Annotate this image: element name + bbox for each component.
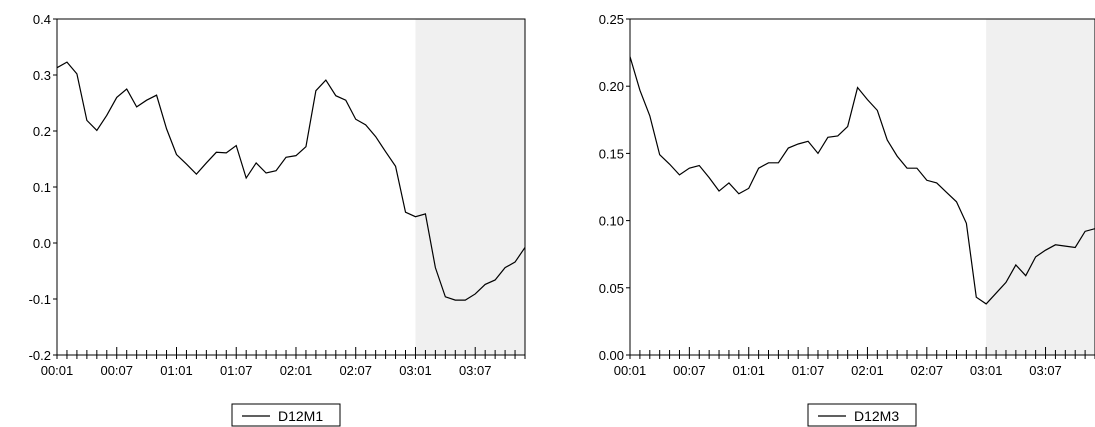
y-tick-label: 0.4 bbox=[33, 12, 51, 27]
y-tick-label: 0.05 bbox=[599, 281, 624, 296]
x-tick-label: 01:01 bbox=[732, 363, 765, 378]
chart-1: -0.2 -0.1 0.0 0.1 0.2 0.3 0.4 00:01 00:07 01:01 01… bbox=[29, 12, 526, 427]
x-tick-label: 02:07 bbox=[339, 363, 372, 378]
legend-label: D12M1 bbox=[278, 408, 323, 424]
y-tick-label: -0.1 bbox=[29, 292, 51, 307]
legend: D12M1 bbox=[231, 403, 341, 427]
x-tick-label: 03:01 bbox=[399, 363, 432, 378]
legend: D12M3 bbox=[807, 403, 917, 427]
x-tick-label: 03:01 bbox=[970, 363, 1003, 378]
shaded-region bbox=[986, 19, 1095, 355]
y-tick-label: 0.3 bbox=[33, 68, 51, 83]
chart-2: 0.00 0.05 0.10 0.15 0.20 0.25 00:01 00:07 01:01 0… bbox=[599, 12, 1095, 427]
x-tick-label: 00:07 bbox=[100, 363, 133, 378]
x-tick-label: 01:07 bbox=[220, 363, 253, 378]
y-tick-label: 0.1 bbox=[33, 180, 51, 195]
y-tick-label: 0.0 bbox=[33, 236, 51, 251]
x-tick-label: 00:01 bbox=[41, 363, 74, 378]
plot-frame bbox=[629, 18, 1095, 356]
y-tick-label: 0.20 bbox=[599, 79, 624, 94]
x-tick-label: 00:07 bbox=[673, 363, 706, 378]
y-tick-label: -0.2 bbox=[29, 348, 51, 363]
x-tick-label: 02:01 bbox=[851, 363, 884, 378]
legend-box bbox=[231, 403, 341, 427]
x-tick-label: 02:01 bbox=[280, 363, 313, 378]
x-tick-label: 02:07 bbox=[911, 363, 944, 378]
y-tick-label: 0.2 bbox=[33, 124, 51, 139]
legend-box bbox=[807, 403, 917, 427]
x-tick-label: 03:07 bbox=[1029, 363, 1062, 378]
x-tick-label: 01:01 bbox=[160, 363, 193, 378]
y-tick-label: 0.25 bbox=[599, 12, 624, 27]
legend-label: D12M3 bbox=[854, 408, 899, 424]
x-tick-label: 00:01 bbox=[614, 363, 647, 378]
y-tick-label: 0.10 bbox=[599, 214, 624, 229]
x-tick-label: 03:07 bbox=[459, 363, 492, 378]
series-line-d12m3 bbox=[630, 56, 1095, 305]
series-line-d12m1 bbox=[57, 61, 525, 301]
y-tick-label: 0.00 bbox=[599, 348, 624, 363]
x-tick-label: 01:07 bbox=[792, 363, 825, 378]
y-tick-label: 0.15 bbox=[599, 146, 624, 161]
shaded-region bbox=[415, 19, 525, 355]
